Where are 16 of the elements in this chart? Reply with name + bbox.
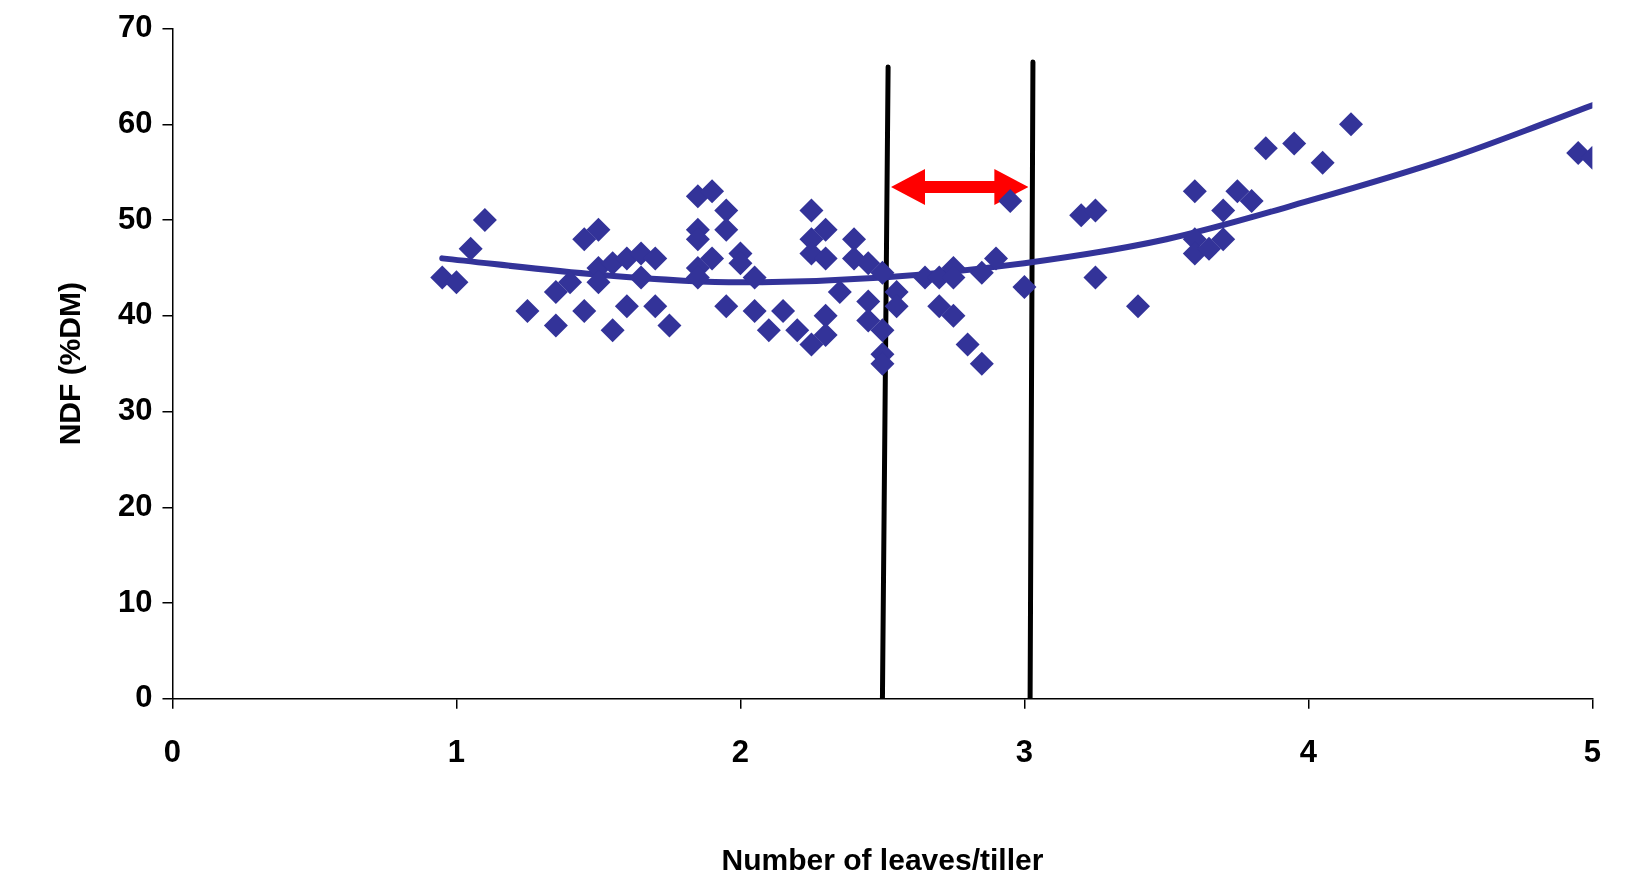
y-tick-label: 50 bbox=[118, 200, 153, 236]
y-tick-label: 60 bbox=[118, 104, 153, 140]
x-tick-label: 5 bbox=[1583, 733, 1601, 769]
x-tick-label: 0 bbox=[163, 733, 182, 769]
x-tick-label: 3 bbox=[1015, 733, 1034, 769]
y-tick-label: 0 bbox=[135, 679, 153, 715]
x-tick-label: 1 bbox=[447, 733, 466, 769]
y-tick-label: 30 bbox=[118, 392, 153, 428]
y-tick-label: 40 bbox=[118, 296, 153, 332]
x-axis-title: Number of leaves/tiller bbox=[721, 843, 1044, 877]
y-axis-title: NDF (%DM) bbox=[53, 282, 87, 446]
x-tick-label: 2 bbox=[731, 733, 750, 769]
y-tick-label: 10 bbox=[118, 583, 153, 619]
y-tick-label: 70 bbox=[118, 9, 153, 45]
y-tick-label: 20 bbox=[118, 487, 153, 523]
x-tick-label: 4 bbox=[1299, 733, 1318, 769]
